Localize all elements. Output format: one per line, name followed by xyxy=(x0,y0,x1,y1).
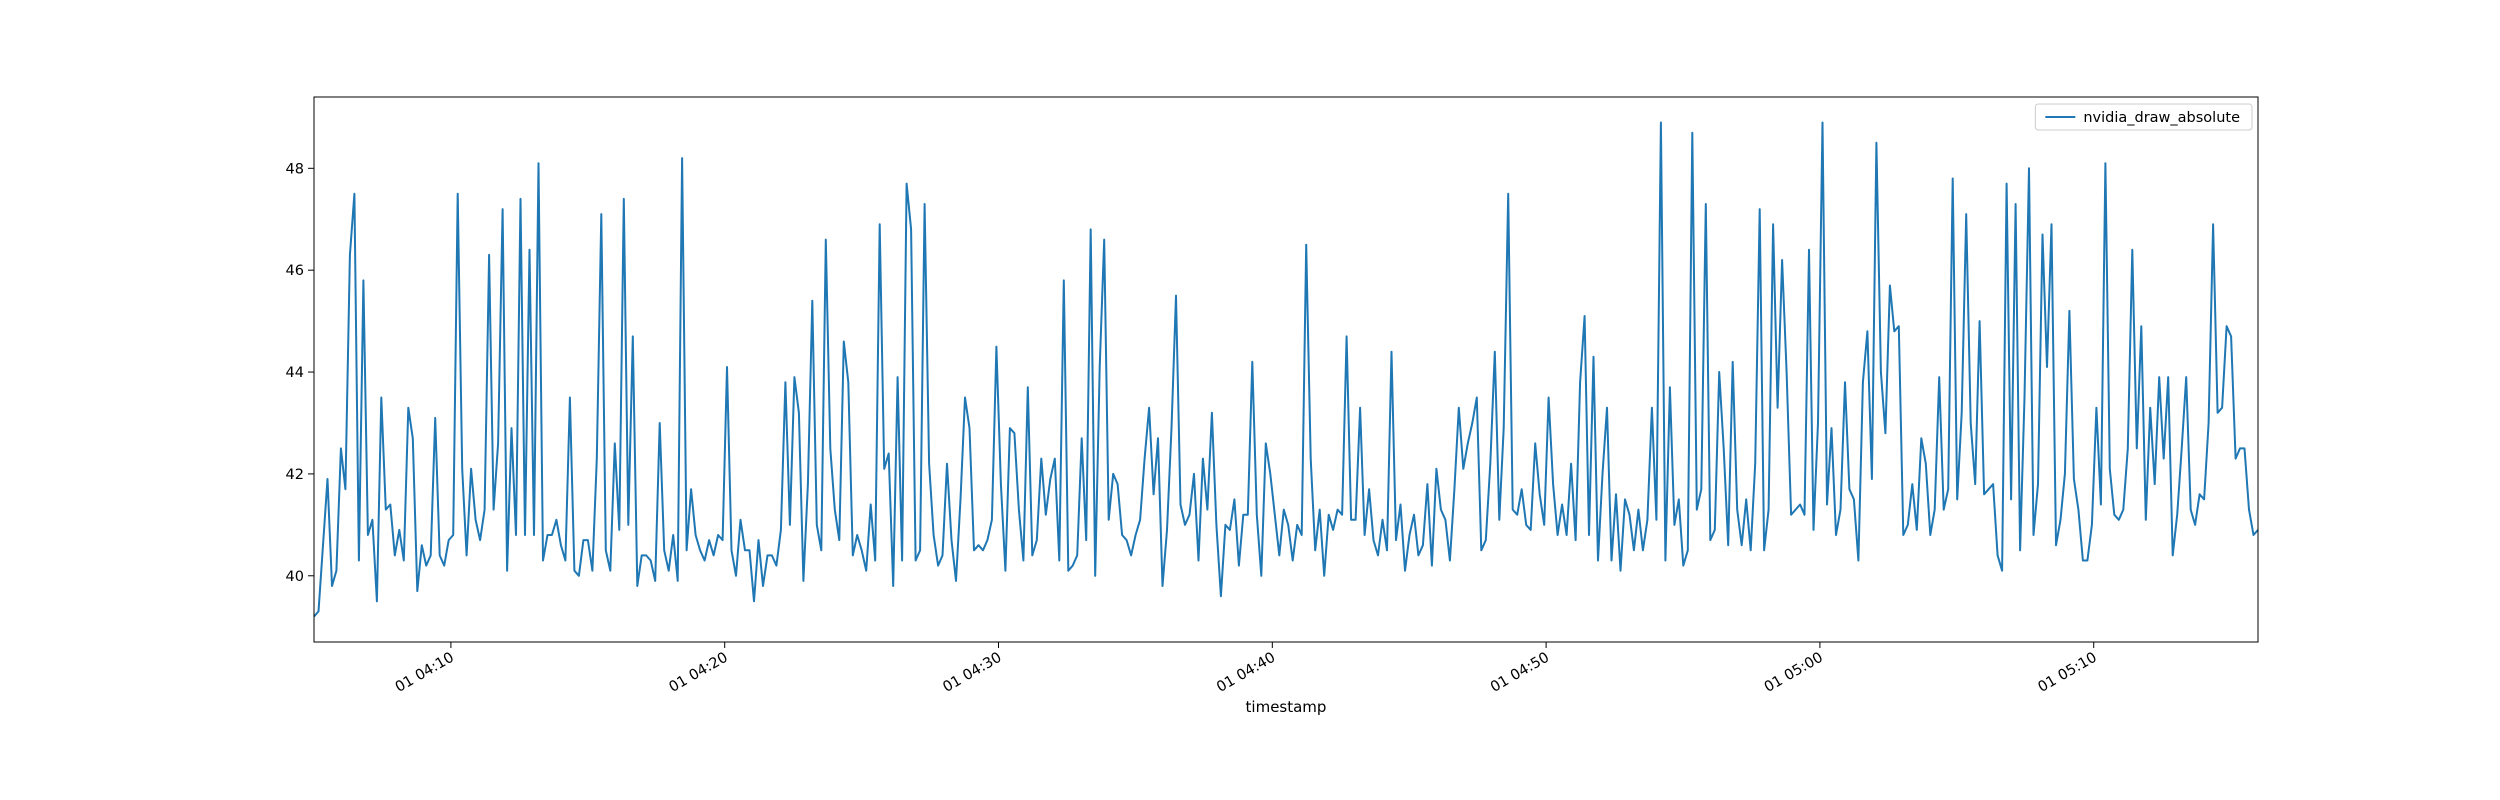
y-tick-label: 44 xyxy=(286,365,304,381)
legend-box xyxy=(2034,103,2253,131)
y-axis: 40 42 44 46 48 xyxy=(286,161,314,585)
y-tick-label: 42 xyxy=(286,467,304,483)
axes-frame xyxy=(313,96,2259,643)
series-line-nvidia-draw-absolute xyxy=(313,121,2259,618)
legend: nvidia_draw_absolute xyxy=(2034,103,2253,131)
legend-label: nvidia_draw_absolute xyxy=(2083,110,2240,126)
plot-area xyxy=(313,96,2259,643)
y-tick-label: 40 xyxy=(286,569,304,585)
x-axis-label: timestamp xyxy=(1246,698,1327,716)
y-tick-label: 48 xyxy=(286,161,304,177)
y-tick-label: 46 xyxy=(286,263,304,279)
